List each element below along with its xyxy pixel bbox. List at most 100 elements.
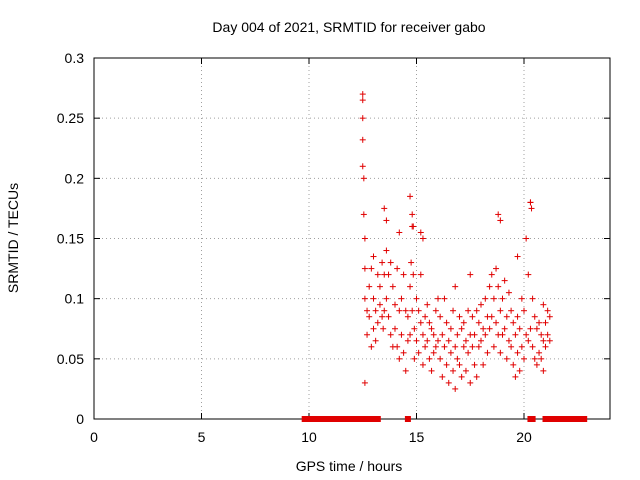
data-point [426, 319, 433, 326]
data-point [413, 295, 420, 302]
data-point [376, 301, 383, 308]
zero-point [572, 416, 579, 422]
y-tick-labels: 0 0.05 0.1 0.15 0.2 0.25 0.3 [57, 50, 84, 427]
data-point [441, 295, 448, 302]
data-point [398, 295, 405, 302]
data-point [394, 265, 401, 272]
zero-point [353, 416, 360, 422]
data-point [383, 247, 390, 254]
data-point [521, 307, 527, 314]
data-point [480, 325, 487, 332]
data-point [447, 349, 454, 356]
data-point [512, 331, 519, 338]
data-point [368, 265, 375, 272]
data-point [366, 283, 373, 290]
x-tick-label: 15 [409, 429, 425, 445]
data-point [527, 325, 534, 332]
data-point [514, 253, 521, 260]
data-point [529, 295, 536, 302]
data-point [478, 337, 484, 344]
data-point [499, 295, 506, 302]
data-point [497, 307, 504, 314]
data-point [392, 325, 398, 332]
data-point [409, 211, 416, 218]
zero-point [529, 416, 536, 422]
data-point [536, 349, 543, 356]
data-point [407, 331, 414, 338]
data-point [503, 355, 510, 362]
data-point [469, 343, 476, 350]
zero-point [336, 416, 343, 422]
data-point [372, 337, 379, 344]
x-tick-labels: 0 5 10 15 20 [90, 429, 532, 445]
data-point [546, 337, 553, 344]
zero-point [361, 416, 368, 422]
data-point [508, 343, 515, 350]
data-point [452, 385, 459, 392]
zero-point [310, 416, 317, 422]
data-point [413, 337, 420, 344]
data-point [360, 175, 367, 182]
data-point [499, 331, 506, 338]
data-point [424, 301, 431, 308]
data-point [452, 283, 459, 290]
data-point [394, 343, 401, 350]
data-point [518, 295, 525, 302]
data-point [398, 331, 405, 338]
data-point [454, 331, 461, 338]
data-point [503, 313, 510, 320]
data-point [510, 361, 517, 368]
x-axis-label: GPS time / hours [296, 458, 403, 474]
data-point [490, 295, 497, 302]
data-point [523, 331, 530, 338]
zero-point [366, 416, 373, 422]
zero-point [576, 416, 583, 422]
data-point [396, 355, 403, 362]
data-point [370, 325, 377, 332]
data-point [372, 307, 379, 314]
data-point [381, 205, 388, 212]
data-point [364, 331, 371, 338]
data-point [374, 271, 381, 278]
data-point [385, 313, 392, 320]
data-point [488, 313, 495, 320]
data-point [538, 331, 545, 338]
data-point [533, 325, 540, 332]
data-point [415, 349, 422, 356]
zero-point [306, 416, 312, 422]
data-point [419, 361, 426, 368]
zero-point [564, 416, 570, 422]
data-point [462, 337, 469, 344]
data-point [387, 259, 394, 266]
data-point [531, 313, 538, 320]
data-point [441, 343, 448, 350]
axis-ticks [93, 57, 610, 420]
data-point [544, 307, 551, 314]
data-point [475, 343, 482, 350]
zero-point [568, 416, 575, 422]
data-point [540, 337, 547, 344]
data-point [439, 331, 446, 338]
y-tick-label: 0.05 [57, 351, 84, 367]
y-tick-label: 0.15 [57, 231, 84, 247]
data-point [458, 325, 465, 332]
data-point [497, 217, 504, 224]
data-point [473, 307, 480, 314]
data-point [374, 319, 381, 326]
data-point [383, 295, 390, 302]
data-point [428, 367, 435, 374]
data-point [359, 115, 366, 122]
data-point [422, 313, 429, 320]
data-point [407, 193, 414, 200]
data-point [497, 349, 504, 356]
data-point [450, 307, 457, 314]
data-point [404, 313, 411, 320]
data-point [473, 373, 480, 380]
data-point [361, 265, 368, 272]
data-point [456, 313, 463, 320]
data-point [467, 271, 474, 278]
data-point [462, 367, 469, 374]
data-point [407, 283, 414, 290]
zero-point [370, 416, 377, 422]
data-point [478, 301, 484, 308]
